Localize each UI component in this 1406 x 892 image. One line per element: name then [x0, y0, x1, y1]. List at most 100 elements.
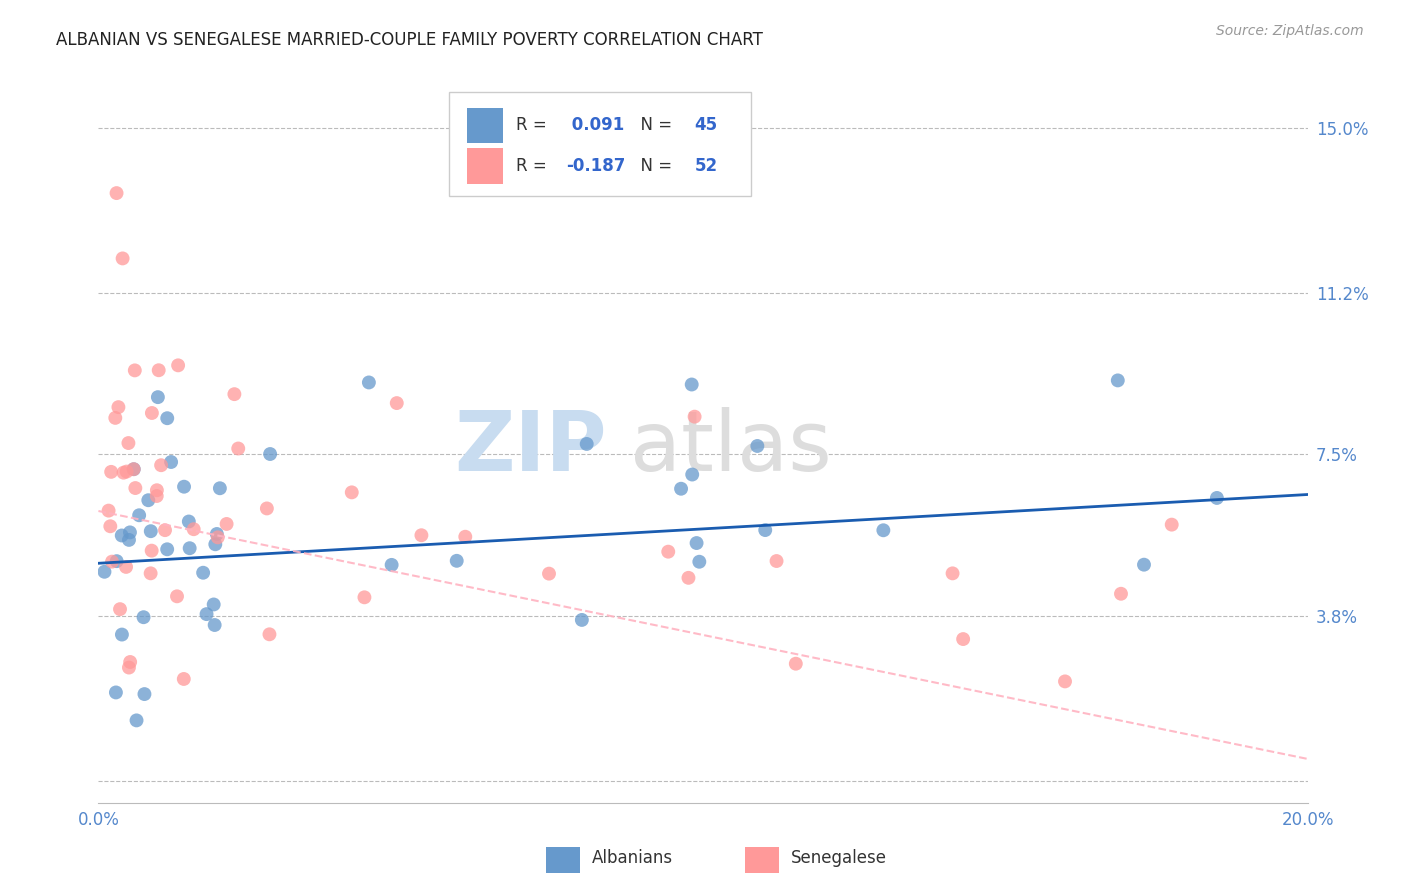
Point — [191, 566, 214, 580]
Point — [207, 530, 229, 544]
Point — [1109, 587, 1132, 601]
Point — [1107, 373, 1129, 387]
Point — [205, 527, 228, 541]
FancyBboxPatch shape — [546, 847, 579, 873]
Point — [141, 543, 163, 558]
Point — [575, 437, 598, 451]
Point — [134, 687, 156, 701]
Point — [256, 501, 278, 516]
Point — [115, 465, 138, 479]
FancyBboxPatch shape — [745, 847, 779, 873]
Point — [112, 466, 135, 480]
Point — [571, 613, 593, 627]
Point — [204, 618, 226, 632]
Point — [146, 390, 169, 404]
Text: N =: N = — [630, 116, 678, 135]
Point — [381, 558, 404, 572]
Point — [118, 525, 141, 540]
Point — [765, 554, 787, 568]
Text: N =: N = — [630, 157, 678, 175]
Point — [224, 387, 246, 401]
Point — [195, 607, 218, 621]
Text: Senegalese: Senegalese — [792, 849, 887, 867]
Point — [173, 672, 195, 686]
Point — [215, 516, 238, 531]
Point — [259, 447, 281, 461]
Point — [1053, 674, 1076, 689]
Point — [537, 566, 560, 581]
Point — [136, 493, 159, 508]
Text: atlas: atlas — [630, 407, 832, 488]
Point — [173, 480, 195, 494]
Point — [208, 481, 231, 495]
Point — [681, 377, 703, 392]
Point — [156, 411, 179, 425]
Point — [166, 590, 188, 604]
Point — [681, 467, 703, 482]
Point — [1206, 491, 1229, 505]
Text: R =: R = — [516, 157, 551, 175]
FancyBboxPatch shape — [449, 92, 751, 195]
Point — [357, 376, 380, 390]
Point — [105, 186, 128, 200]
Point — [146, 483, 169, 498]
Text: Albanians: Albanians — [592, 849, 673, 867]
Point — [156, 542, 179, 557]
Point — [115, 560, 138, 574]
Point — [120, 655, 142, 669]
Point — [167, 359, 190, 373]
Point — [454, 530, 477, 544]
Point — [669, 482, 692, 496]
Text: 0.091: 0.091 — [567, 116, 624, 135]
Point — [118, 660, 141, 674]
Point — [153, 523, 176, 537]
Point — [111, 252, 134, 266]
Point — [124, 363, 146, 377]
Point — [183, 522, 205, 536]
Point — [259, 627, 281, 641]
Point — [226, 442, 249, 456]
Point — [93, 565, 115, 579]
Point — [139, 524, 162, 539]
Point — [160, 455, 183, 469]
Point — [747, 439, 769, 453]
Point — [97, 503, 120, 517]
Point — [108, 602, 131, 616]
Text: ALBANIAN VS SENEGALESE MARRIED-COUPLE FAMILY POVERTY CORRELATION CHART: ALBANIAN VS SENEGALESE MARRIED-COUPLE FA… — [56, 31, 763, 49]
Point — [204, 537, 226, 551]
Point — [446, 554, 468, 568]
Point — [785, 657, 807, 671]
Point — [685, 536, 707, 550]
FancyBboxPatch shape — [467, 148, 503, 184]
Point — [385, 396, 408, 410]
Point — [754, 523, 776, 537]
Point — [179, 541, 201, 556]
Point — [105, 554, 128, 568]
Point — [117, 436, 139, 450]
Point — [122, 462, 145, 476]
Point — [101, 555, 124, 569]
Point — [688, 555, 710, 569]
Point — [942, 566, 965, 581]
Point — [678, 571, 700, 585]
Point — [98, 519, 121, 533]
Point — [202, 598, 225, 612]
Point — [100, 465, 122, 479]
Point — [150, 458, 173, 473]
Point — [353, 591, 375, 605]
Point — [128, 508, 150, 523]
Point — [340, 485, 363, 500]
Text: R =: R = — [516, 116, 551, 135]
Point — [952, 632, 974, 646]
Point — [683, 409, 706, 424]
Point — [118, 533, 141, 547]
FancyBboxPatch shape — [467, 108, 503, 143]
Point — [125, 714, 148, 728]
Text: ZIP: ZIP — [454, 407, 606, 488]
Point — [1133, 558, 1156, 572]
Point — [177, 515, 200, 529]
Point — [124, 481, 146, 495]
Text: Source: ZipAtlas.com: Source: ZipAtlas.com — [1216, 24, 1364, 38]
Point — [872, 523, 894, 537]
Text: -0.187: -0.187 — [567, 157, 626, 175]
